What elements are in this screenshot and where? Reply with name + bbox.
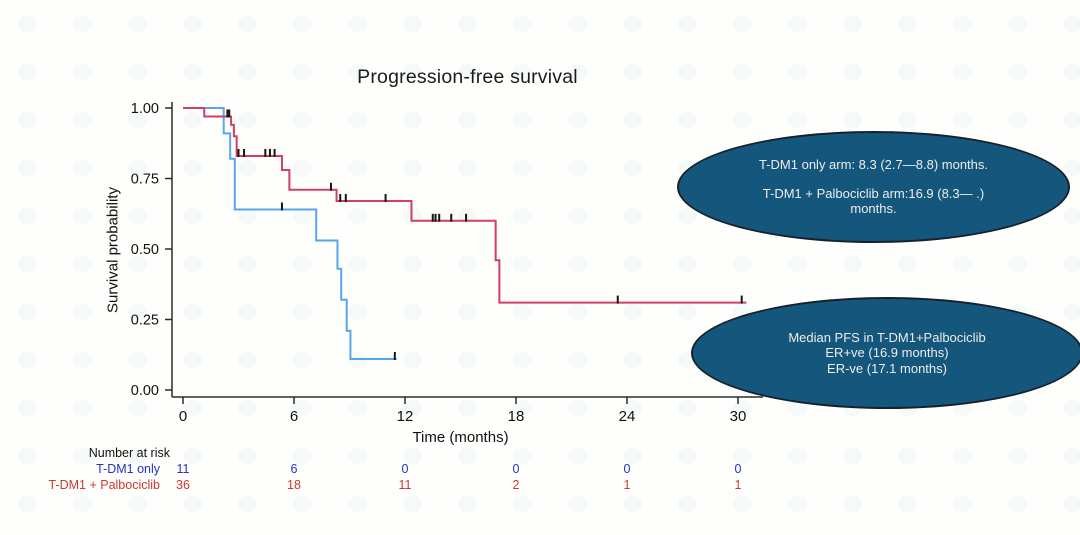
- x-tick-label: 24: [619, 408, 636, 425]
- annotation-ellipse-median-pfs-by-er-status: Median PFS in T-DM1+Palbociclib ER+ve (16…: [691, 297, 1080, 409]
- risk-count: 2: [513, 478, 520, 492]
- censor-tick: [273, 148, 276, 157]
- censor-tick: [465, 213, 468, 222]
- x-tick-label: 6: [290, 408, 298, 425]
- annotation-line: T-DM1 only arm: 8.3 (2.7—8.8) months.: [758, 157, 989, 173]
- y-tick-label: 0.00: [131, 383, 159, 399]
- censor-tick: [330, 182, 332, 191]
- risk-row-label: T-DM1 only: [96, 462, 161, 476]
- censor-tick: [740, 295, 743, 304]
- censor-tick: [339, 194, 342, 203]
- censor-tick: [226, 109, 229, 118]
- censor-tick: [438, 213, 441, 222]
- censor-tick: [616, 295, 619, 304]
- y-tick-label: 1.00: [131, 101, 159, 117]
- risk-count: 11: [399, 478, 412, 492]
- risk-count: 1: [735, 478, 742, 492]
- censor-tick: [264, 148, 267, 157]
- censor-tick: [280, 202, 283, 211]
- censor-tick: [450, 213, 453, 222]
- x-tick-label: 18: [508, 408, 525, 425]
- annotation-line: ER-ve (17.1 months): [827, 360, 947, 376]
- chart-title: Progression-free survival: [357, 66, 578, 88]
- annotation-line: [707, 173, 1040, 186]
- x-tick-label: 0: [179, 408, 187, 425]
- risk-count: 1: [624, 478, 631, 492]
- x-tick-label: 30: [730, 408, 747, 425]
- km-curve-tdm1-only: [183, 107, 397, 360]
- annotation-line: months.: [850, 201, 897, 217]
- x-axis-title: Time (months): [412, 429, 509, 446]
- censor-tick: [268, 148, 271, 157]
- annotation-line: T-DM1 + Palbociclib arm:16.9 (8.3— .): [762, 185, 985, 201]
- censor-tick: [384, 194, 387, 203]
- risk-count: 0: [735, 462, 742, 476]
- risk-count: 0: [624, 462, 631, 476]
- risk-count: 0: [402, 462, 409, 476]
- risk-table-title: Number at risk: [89, 446, 171, 460]
- risk-count: 18: [287, 478, 301, 492]
- risk-row-label: T-DM1 + Palbociclib: [49, 478, 161, 492]
- y-tick-label: 0.50: [131, 242, 159, 258]
- censor-tick: [431, 213, 434, 222]
- censor-tick: [228, 109, 231, 118]
- censor-tick: [243, 148, 246, 157]
- censor-tick: [434, 213, 437, 222]
- risk-count: 0: [513, 462, 520, 476]
- annotation-ellipse-median-pfs-by-arm: T-DM1 only arm: 8.3 (2.7—8.8) months. T-D…: [677, 131, 1070, 243]
- censor-tick: [237, 148, 240, 157]
- annotation-line: Median PFS in T-DM1+Palbociclib: [788, 329, 986, 345]
- y-tick-label: 0.25: [131, 313, 159, 329]
- y-tick-label: 0.75: [131, 172, 159, 188]
- km-curve-tdm1-palbociclib: [183, 107, 747, 304]
- annotation-line: ER+ve (16.9 months): [825, 345, 949, 361]
- risk-count: 6: [291, 462, 298, 476]
- risk-count: 36: [176, 478, 190, 492]
- censor-tick: [344, 194, 347, 203]
- risk-count: 11: [177, 462, 190, 476]
- censor-tick: [393, 351, 396, 360]
- x-tick-label: 12: [397, 408, 414, 425]
